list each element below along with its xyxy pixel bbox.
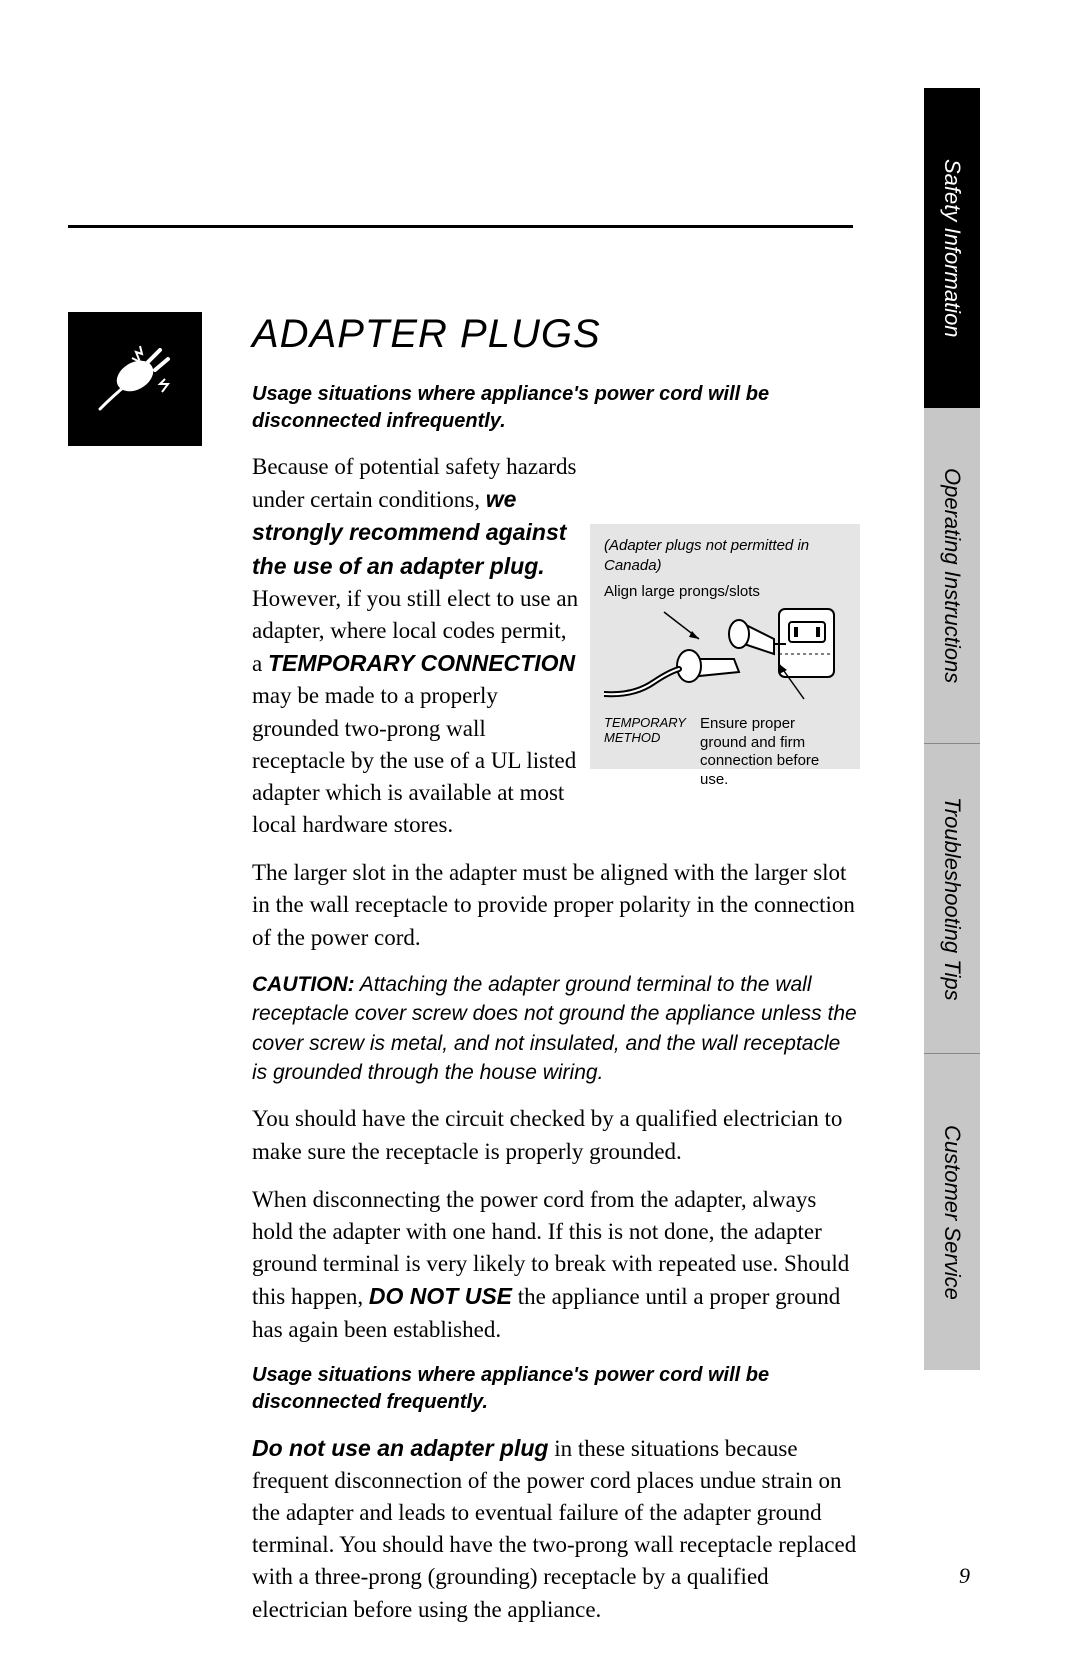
diagram-temporary-label: TEMPORARY METHOD bbox=[604, 715, 684, 790]
caution-label: CAUTION: bbox=[252, 973, 355, 996]
tab-operating-instructions[interactable]: Operating Instructions bbox=[924, 408, 980, 744]
tab-troubleshooting-tips[interactable]: Troubleshooting Tips bbox=[924, 744, 980, 1054]
p5-emphasis: Do not use an adapter plug bbox=[252, 1435, 548, 1461]
paragraph-1: Because of potential safety hazards unde… bbox=[252, 451, 582, 841]
diagram-canada-note: (Adapter plugs not permitted in Canada) bbox=[604, 536, 846, 575]
plug-icon bbox=[80, 324, 190, 434]
caution-paragraph: CAUTION: Attaching the adapter ground te… bbox=[252, 970, 857, 1088]
plug-icon-box bbox=[68, 312, 202, 446]
sidebar-tabs: Safety Information Operating Instruction… bbox=[924, 88, 980, 1370]
subheading-frequent: Usage situations where appliance's power… bbox=[252, 1362, 857, 1416]
top-rule bbox=[68, 225, 853, 228]
adapter-plug-drawing bbox=[604, 604, 846, 714]
paragraph-3: You should have the circuit checked by a… bbox=[252, 1103, 857, 1167]
page-number: 9 bbox=[959, 1563, 970, 1589]
tab-safety-information[interactable]: Safety Information bbox=[924, 88, 980, 408]
paragraph-5: Do not use an adapter plug in these situ… bbox=[252, 1432, 857, 1626]
adapter-diagram: (Adapter plugs not permitted in Canada) … bbox=[590, 524, 860, 769]
p1-emphasis-2: TEMPORARY CONNECTION bbox=[268, 650, 575, 676]
p4-emphasis: DO NOT USE bbox=[369, 1283, 512, 1309]
main-content: ADAPTER PLUGS Usage situations where app… bbox=[252, 312, 857, 1642]
paragraph-2: The larger slot in the adapter must be a… bbox=[252, 857, 857, 954]
diagram-align-label: Align large prongs/slots bbox=[604, 583, 846, 602]
paragraph-4: When disconnecting the power cord from t… bbox=[252, 1184, 857, 1346]
p1-text-e: may be made to a properly grounded two-p… bbox=[252, 683, 576, 837]
tab-customer-service[interactable]: Customer Service bbox=[924, 1054, 980, 1370]
p1-text-a: Because of potential safety hazards unde… bbox=[252, 454, 576, 512]
subheading-infrequent: Usage situations where appliance's power… bbox=[252, 381, 857, 435]
diagram-ensure-label: Ensure proper ground and firm connection… bbox=[700, 715, 840, 790]
page-title: ADAPTER PLUGS bbox=[252, 312, 857, 357]
p5-text-b: in these situations because frequent dis… bbox=[252, 1436, 856, 1622]
